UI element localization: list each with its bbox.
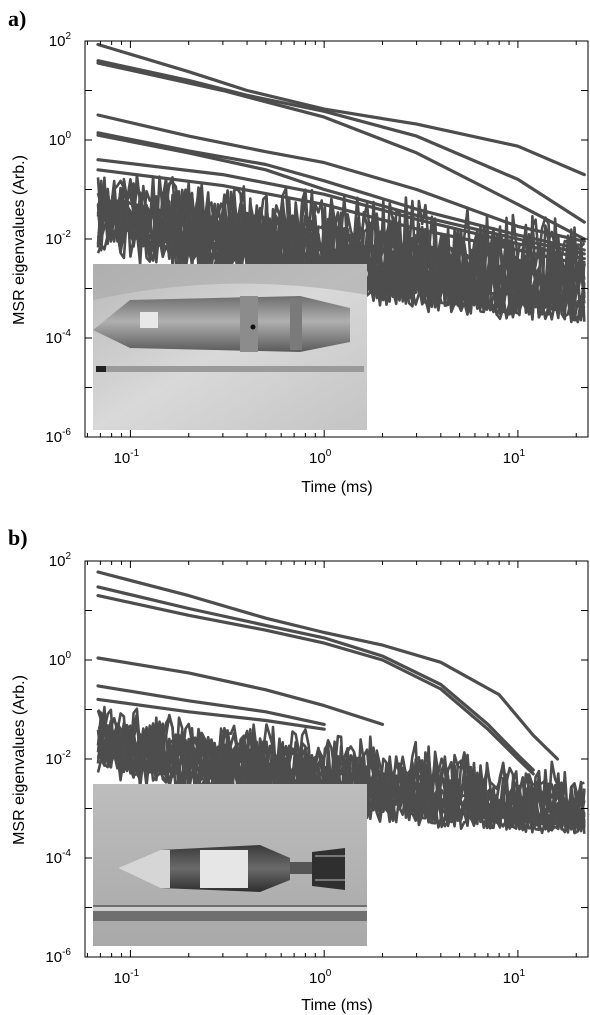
y-tick-label: 10-4 [45, 328, 71, 347]
x-tick-label: 101 [503, 448, 526, 467]
y-tick-label: 102 [49, 31, 72, 50]
panel-a: a) [8, 6, 589, 496]
x-axis-label: Time (ms) [301, 997, 372, 1014]
y-tick-label: 10-6 [45, 427, 71, 446]
x-tick-label: 10-1 [114, 448, 140, 467]
series-line [96, 61, 586, 241]
y-ticks: 102 100 10-2 10-4 10-6 [45, 31, 588, 446]
series-line [96, 684, 326, 727]
x-tick-label: 100 [309, 448, 332, 467]
series-line [96, 42, 586, 177]
series-lines [96, 570, 560, 776]
y-tick-label: 10-6 [45, 947, 71, 966]
y-axis-label: MSR eigenvalues (Arb.) [11, 675, 28, 845]
y-tick-label: 102 [49, 551, 72, 570]
series-line [96, 585, 535, 772]
y-axis-label: MSR eigenvalues (Arb.) [11, 155, 28, 325]
y-tick-label: 100 [49, 650, 72, 669]
series-line [96, 656, 385, 727]
y-tick-label: 10-2 [45, 749, 71, 768]
series-line [96, 59, 586, 224]
series-line [96, 697, 326, 731]
series-line [96, 131, 586, 252]
y-tick-label: 10-4 [45, 848, 71, 867]
series-line [96, 570, 560, 761]
inset-photo [93, 264, 367, 430]
inset-photo [93, 784, 367, 946]
x-tick-label: 10-1 [114, 968, 140, 987]
series-line [96, 133, 586, 256]
x-tick-label: 101 [503, 968, 526, 987]
y-tick-label: 10-2 [45, 229, 71, 248]
series-line [96, 113, 586, 243]
x-axis-label: Time (ms) [301, 479, 372, 496]
series-line [96, 593, 535, 776]
panel-label: a) [8, 6, 26, 31]
x-ticks: 10-1 100 101 [86, 41, 577, 467]
x-tick-label: 100 [309, 968, 332, 987]
panel-label: b) [8, 525, 28, 550]
panel-b: b) [8, 525, 589, 1014]
y-ticks: 102 100 10-2 10-4 10-6 [45, 551, 588, 966]
x-ticks: 10-1 100 101 [86, 561, 577, 987]
series-lines [96, 42, 586, 267]
y-tick-label: 100 [49, 130, 72, 149]
